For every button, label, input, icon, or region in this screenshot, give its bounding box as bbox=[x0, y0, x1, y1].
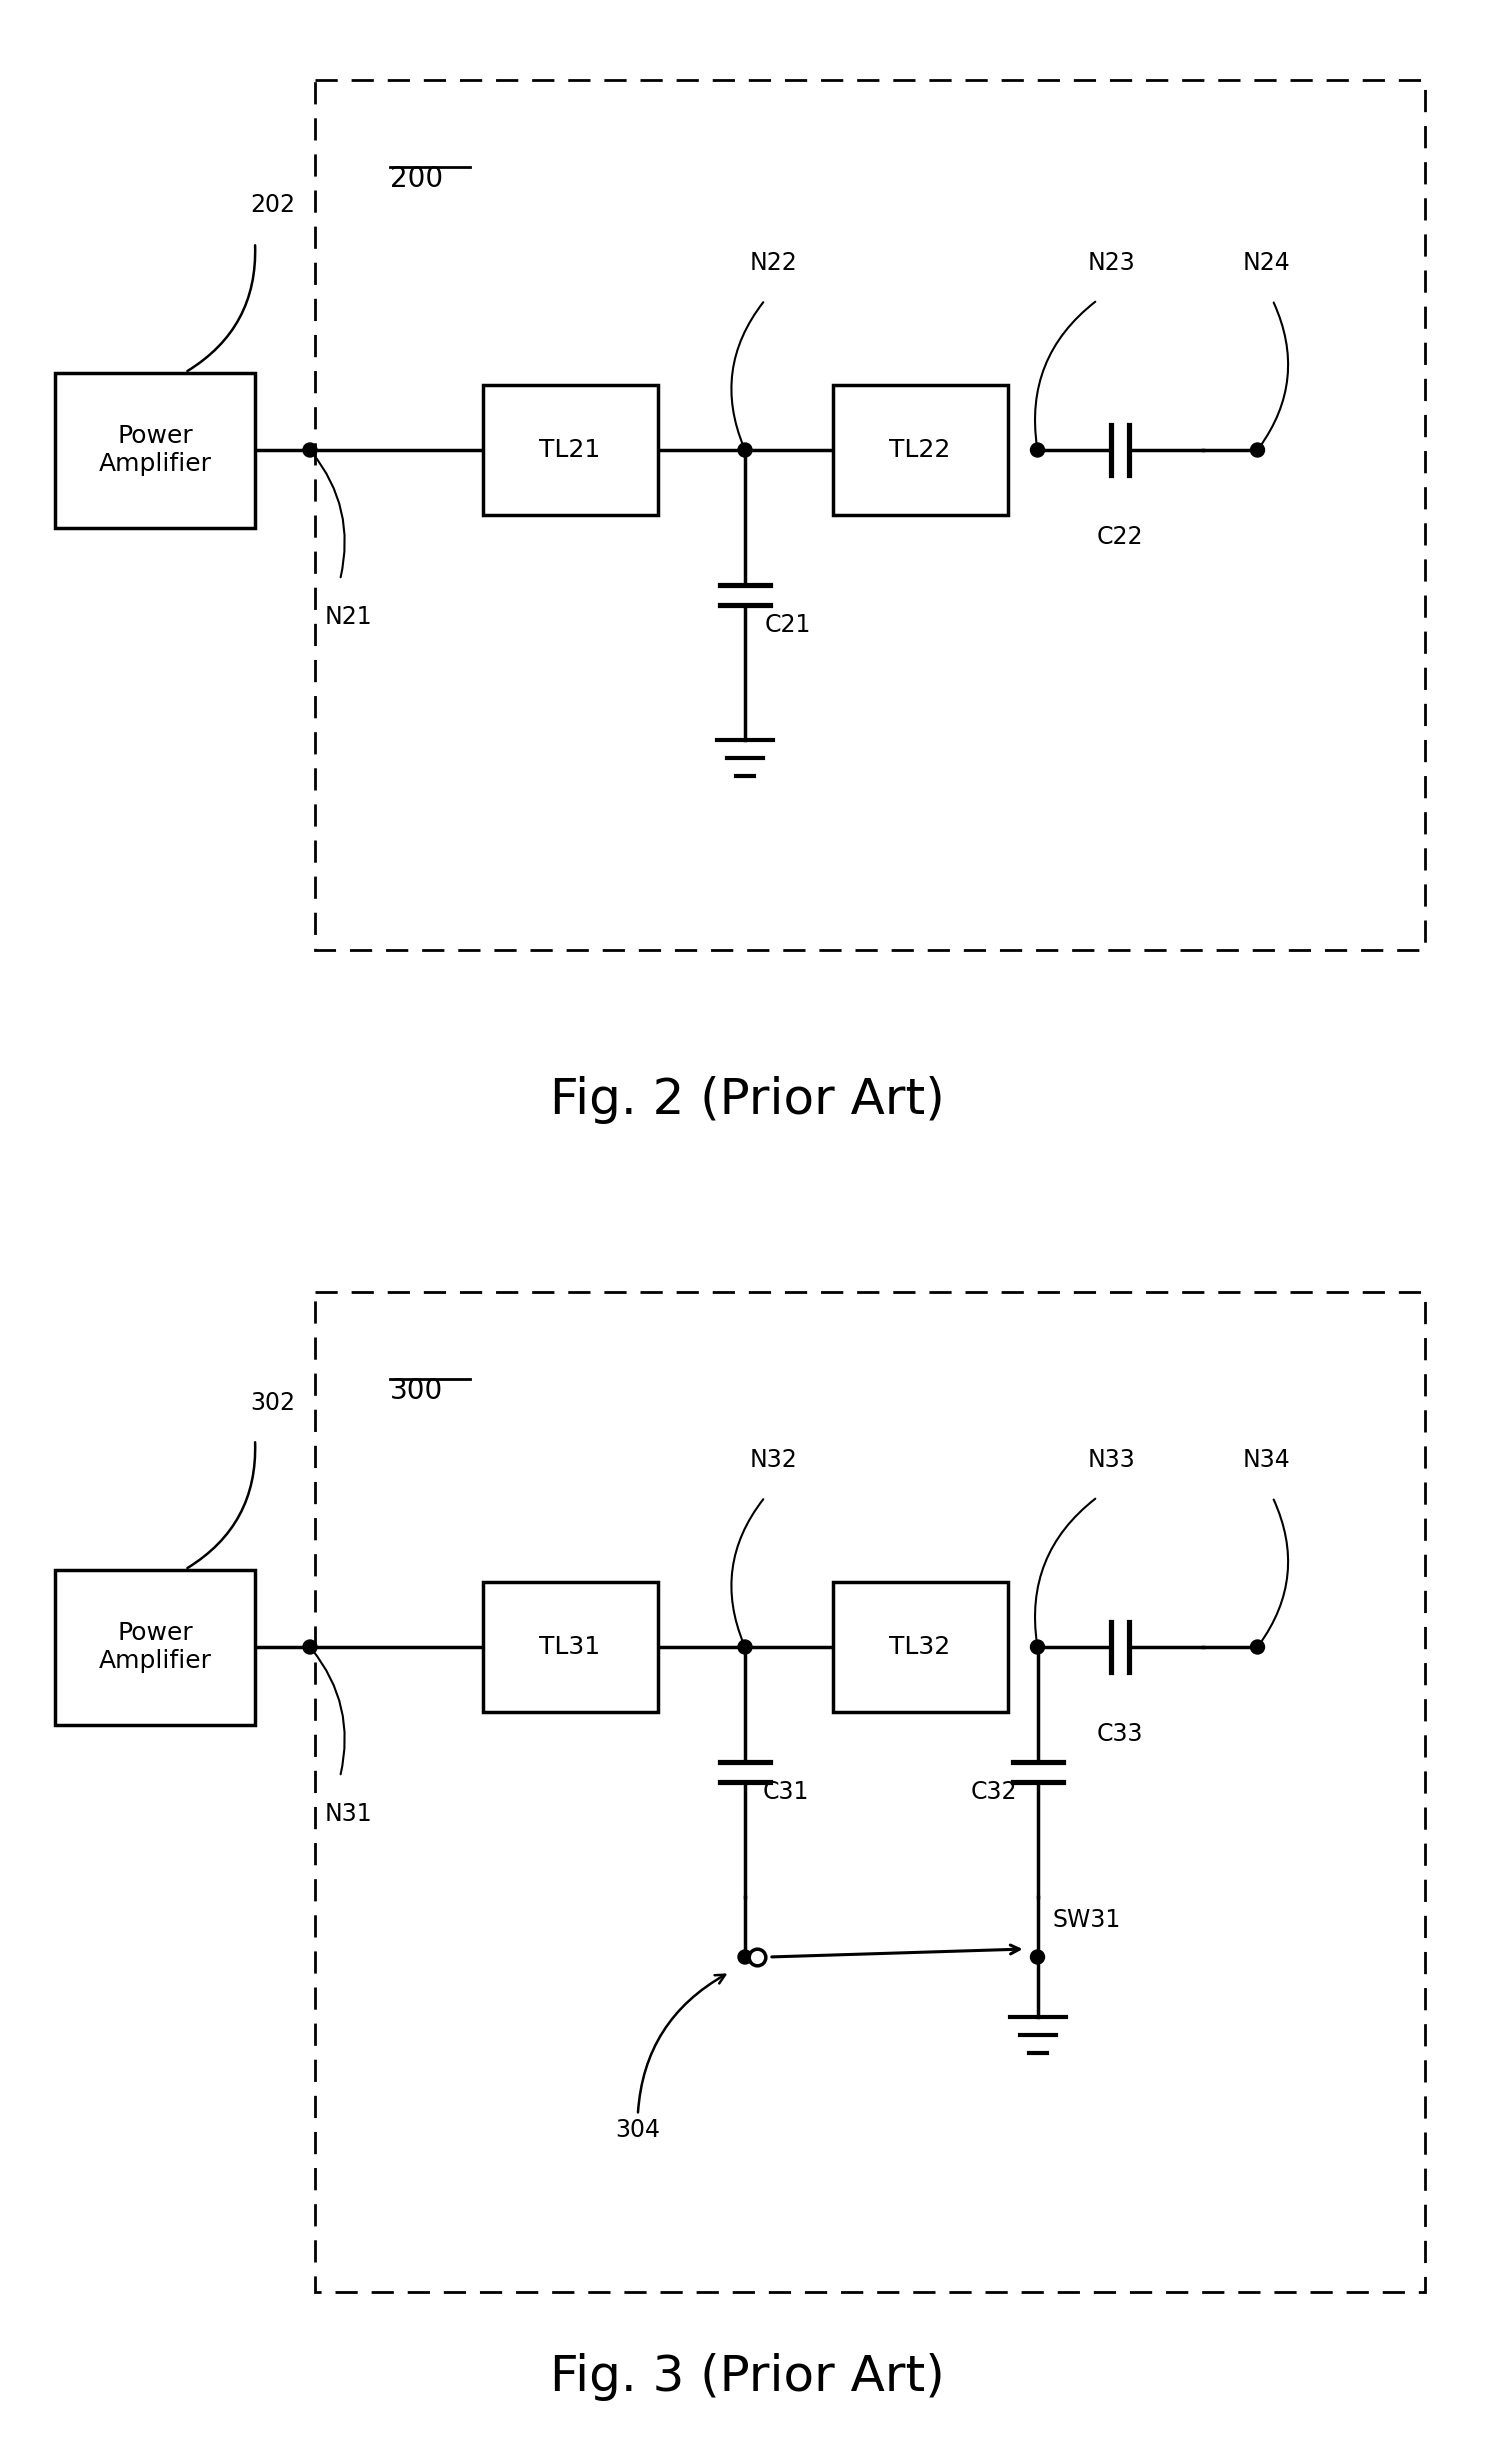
Text: TL21: TL21 bbox=[539, 437, 601, 461]
Text: 300: 300 bbox=[390, 1377, 444, 1406]
Bar bbox=[315, 1291, 1425, 2292]
Text: TL32: TL32 bbox=[889, 1634, 950, 1659]
Text: Power
Amplifier: Power Amplifier bbox=[99, 1622, 212, 1674]
Text: C31: C31 bbox=[763, 1779, 810, 1804]
Bar bbox=[483, 1583, 657, 1713]
Text: N23: N23 bbox=[1088, 250, 1135, 275]
Text: Fig. 3 (Prior Art): Fig. 3 (Prior Art) bbox=[550, 2353, 944, 2400]
Text: C33: C33 bbox=[1097, 1723, 1143, 1745]
Circle shape bbox=[1031, 1639, 1044, 1654]
Text: Power
Amplifier: Power Amplifier bbox=[99, 425, 212, 476]
Circle shape bbox=[303, 1639, 317, 1654]
Text: 302: 302 bbox=[249, 1391, 294, 1414]
Circle shape bbox=[303, 444, 317, 456]
Circle shape bbox=[738, 1951, 751, 1963]
Text: 304: 304 bbox=[616, 1975, 725, 2142]
Bar bbox=[832, 1583, 1007, 1713]
Text: N24: N24 bbox=[1243, 250, 1291, 275]
Text: N32: N32 bbox=[750, 1448, 798, 1472]
Text: SW31: SW31 bbox=[1052, 1909, 1120, 1931]
Text: N21: N21 bbox=[326, 606, 372, 628]
Text: N22: N22 bbox=[750, 250, 798, 275]
Circle shape bbox=[1031, 444, 1044, 456]
Text: N31: N31 bbox=[326, 1801, 372, 1826]
Text: TL31: TL31 bbox=[539, 1634, 601, 1659]
Bar bbox=[315, 81, 1425, 950]
Text: Fig. 2 (Prior Art): Fig. 2 (Prior Art) bbox=[550, 1075, 944, 1124]
Text: C22: C22 bbox=[1097, 525, 1143, 550]
Circle shape bbox=[738, 444, 751, 456]
Circle shape bbox=[1031, 1951, 1044, 1963]
Text: 202: 202 bbox=[249, 194, 294, 218]
Text: 200: 200 bbox=[390, 164, 444, 194]
Circle shape bbox=[1250, 444, 1264, 456]
Bar bbox=[483, 385, 657, 515]
Text: C32: C32 bbox=[971, 1779, 1017, 1804]
Text: C21: C21 bbox=[765, 614, 811, 638]
Circle shape bbox=[1250, 1639, 1264, 1654]
Text: N34: N34 bbox=[1243, 1448, 1291, 1472]
Circle shape bbox=[738, 1639, 751, 1654]
Bar bbox=[55, 1571, 255, 1725]
Bar bbox=[832, 385, 1007, 515]
Text: N33: N33 bbox=[1088, 1448, 1135, 1472]
Bar bbox=[55, 373, 255, 528]
Text: TL22: TL22 bbox=[889, 437, 950, 461]
